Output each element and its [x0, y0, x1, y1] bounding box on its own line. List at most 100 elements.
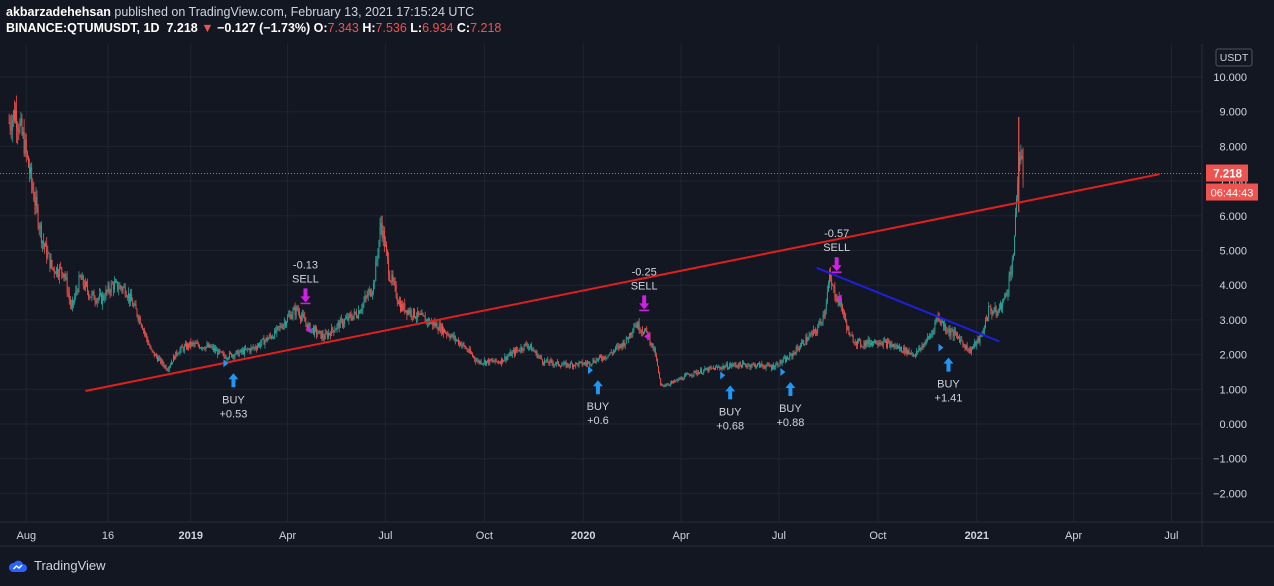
tradingview-logo[interactable]: TradingView: [8, 558, 106, 573]
candle-body: [706, 368, 708, 370]
candle-body: [773, 365, 775, 369]
candle-body: [146, 334, 148, 339]
sell-value: -0.57: [824, 228, 849, 240]
candle-body: [388, 258, 390, 276]
candle-body: [139, 317, 141, 324]
candle-body: [236, 350, 238, 352]
candle-body: [40, 224, 42, 243]
candle-body: [386, 244, 387, 251]
candle-body: [452, 334, 454, 339]
candle-body: [274, 330, 276, 339]
candle-body: [258, 343, 259, 347]
high-value: 7.536: [375, 21, 407, 35]
candle-body: [238, 352, 240, 356]
candle-body: [630, 333, 632, 336]
candle-body: [333, 330, 335, 333]
candle-body: [395, 285, 397, 298]
candle-body: [922, 345, 924, 348]
candle-body: [860, 340, 862, 347]
candle-body: [668, 384, 670, 386]
candle-body: [950, 331, 952, 336]
candle-body: [897, 346, 899, 349]
candle-body: [990, 306, 992, 311]
candle-body: [194, 343, 196, 345]
candle-body: [882, 340, 884, 346]
candle-body: [917, 351, 919, 352]
candle-body: [983, 327, 985, 331]
candle-body: [535, 351, 537, 353]
candle-body: [745, 363, 747, 366]
candle-body: [526, 345, 528, 347]
candle-body: [177, 353, 179, 355]
candle-body: [264, 340, 266, 345]
candle-body: [596, 359, 598, 361]
candle-body: [344, 319, 346, 324]
candle-body: [181, 346, 183, 348]
candle-body: [77, 290, 79, 292]
candle-body: [359, 310, 361, 314]
candle-body: [475, 359, 477, 362]
candle-body: [864, 342, 866, 347]
candle-body: [903, 347, 905, 353]
candle-body: [466, 348, 468, 351]
x-tick-label: Apr: [673, 530, 690, 542]
candle-body: [261, 339, 263, 344]
candle-body: [641, 330, 643, 333]
candle-body: [781, 361, 783, 364]
candle-body: [696, 372, 698, 375]
candle-body: [861, 346, 863, 347]
candle-body: [795, 347, 797, 355]
candle-body: [43, 241, 44, 244]
symbol-name[interactable]: BINANCE:QTUMUSDT, 1D: [6, 21, 160, 35]
candle-body: [350, 314, 352, 319]
candle-body: [878, 343, 880, 345]
candle-body: [15, 110, 16, 121]
candle-body: [245, 348, 247, 350]
candle-body: [583, 362, 585, 365]
candle-body: [449, 336, 451, 339]
candle-body: [635, 324, 637, 326]
candle-body: [541, 359, 543, 363]
candle-body: [530, 344, 532, 347]
candle-body: [486, 361, 487, 365]
candle-body: [108, 285, 110, 292]
candle-body: [787, 357, 789, 360]
candle-body: [322, 333, 324, 338]
candle-body: [904, 347, 906, 354]
candle-body: [340, 319, 342, 320]
candle-body: [763, 365, 765, 368]
trade-signals: BUY +0.53 -0.13 SELL BUY +0.6 -0.25 SELL BUY +0.6…: [220, 228, 963, 432]
candle-body: [608, 354, 610, 356]
candle-body: [774, 367, 776, 369]
candle-body: [776, 363, 778, 365]
candle-body: [573, 365, 575, 368]
candle-body: [969, 349, 971, 353]
candle-body: [849, 334, 851, 336]
candle-body: [484, 360, 486, 365]
last-price-badge: [1206, 164, 1248, 182]
candle-body: [353, 311, 355, 316]
candle-body: [35, 197, 37, 206]
candle-body: [252, 347, 254, 348]
candle-body: [52, 267, 54, 269]
candle-body: [514, 350, 515, 355]
candle-body: [734, 363, 736, 365]
candle-body: [898, 346, 900, 349]
candle-body: [562, 364, 564, 366]
candle-body: [182, 347, 184, 351]
candle-body: [524, 343, 526, 345]
candle-body: [960, 339, 962, 343]
candle-body: [84, 281, 86, 289]
author-name[interactable]: akbarzadehehsan: [6, 5, 111, 19]
candle-body: [662, 384, 664, 386]
candle-body: [450, 335, 452, 339]
candle-body: [488, 359, 490, 364]
candle-body: [792, 352, 794, 357]
candle-body: [629, 333, 630, 339]
candle-body: [70, 304, 72, 307]
candle-body: [868, 339, 870, 345]
candle-body: [164, 365, 166, 367]
candle-body: [284, 321, 286, 326]
candle-body: [565, 362, 567, 367]
